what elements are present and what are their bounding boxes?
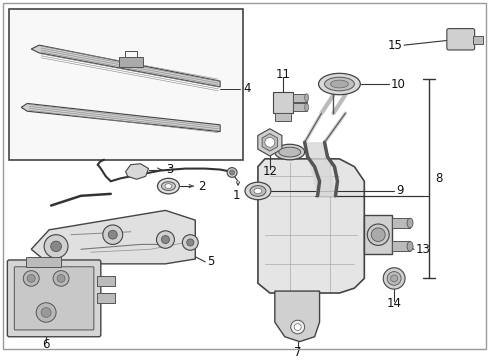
Bar xyxy=(391,218,409,228)
Circle shape xyxy=(44,235,68,258)
Circle shape xyxy=(102,225,122,244)
Bar xyxy=(9,9,243,160)
Ellipse shape xyxy=(318,73,360,95)
Circle shape xyxy=(51,241,61,252)
Bar xyxy=(97,293,115,303)
Bar xyxy=(97,276,115,286)
Circle shape xyxy=(226,168,237,177)
Ellipse shape xyxy=(370,228,385,242)
Text: 14: 14 xyxy=(386,297,401,310)
Bar xyxy=(274,113,290,121)
Text: 9: 9 xyxy=(395,184,403,197)
Ellipse shape xyxy=(406,242,412,251)
Polygon shape xyxy=(257,159,364,293)
Circle shape xyxy=(41,307,51,317)
Polygon shape xyxy=(21,103,220,132)
Circle shape xyxy=(294,324,301,330)
Text: 5: 5 xyxy=(207,255,214,269)
Circle shape xyxy=(229,170,234,175)
Bar xyxy=(391,242,409,251)
Circle shape xyxy=(186,239,194,246)
Text: 13: 13 xyxy=(415,243,430,256)
Ellipse shape xyxy=(366,224,388,246)
Bar xyxy=(472,36,482,44)
Ellipse shape xyxy=(383,268,404,289)
Circle shape xyxy=(53,271,69,286)
Ellipse shape xyxy=(253,188,262,194)
Text: 2: 2 xyxy=(198,180,205,193)
Bar xyxy=(292,103,306,111)
Text: 11: 11 xyxy=(275,68,290,81)
Circle shape xyxy=(36,303,56,322)
Circle shape xyxy=(290,320,304,334)
Text: 6: 6 xyxy=(42,338,50,351)
Circle shape xyxy=(108,230,117,239)
Circle shape xyxy=(23,271,39,286)
Text: 3: 3 xyxy=(166,163,173,176)
Polygon shape xyxy=(31,45,220,87)
Ellipse shape xyxy=(330,80,347,88)
Bar xyxy=(26,257,61,267)
Ellipse shape xyxy=(386,272,400,285)
Ellipse shape xyxy=(304,103,308,111)
Circle shape xyxy=(182,235,198,250)
Circle shape xyxy=(57,275,65,282)
Ellipse shape xyxy=(274,144,304,160)
Ellipse shape xyxy=(406,218,412,228)
Circle shape xyxy=(161,235,169,243)
Text: 12: 12 xyxy=(262,165,277,178)
Text: 10: 10 xyxy=(390,77,405,90)
Ellipse shape xyxy=(249,186,265,196)
Text: 7: 7 xyxy=(293,346,301,359)
Text: 8: 8 xyxy=(434,172,441,185)
Circle shape xyxy=(156,231,174,248)
Polygon shape xyxy=(31,210,195,264)
FancyBboxPatch shape xyxy=(446,28,474,50)
Polygon shape xyxy=(125,164,148,179)
Text: 4: 4 xyxy=(243,82,250,95)
Circle shape xyxy=(264,138,274,147)
Ellipse shape xyxy=(390,275,397,282)
Ellipse shape xyxy=(161,182,175,190)
FancyBboxPatch shape xyxy=(14,267,94,330)
Bar xyxy=(292,94,306,102)
Ellipse shape xyxy=(244,182,270,200)
Ellipse shape xyxy=(157,178,179,194)
Ellipse shape xyxy=(324,77,354,91)
Ellipse shape xyxy=(278,147,300,157)
Text: 15: 15 xyxy=(386,39,401,51)
FancyBboxPatch shape xyxy=(7,260,101,337)
Ellipse shape xyxy=(304,94,308,102)
Polygon shape xyxy=(274,291,319,342)
Bar xyxy=(119,57,142,67)
Text: 1: 1 xyxy=(232,189,239,202)
Circle shape xyxy=(27,275,35,282)
Bar xyxy=(272,92,292,113)
Ellipse shape xyxy=(164,184,172,189)
Bar xyxy=(364,215,391,254)
